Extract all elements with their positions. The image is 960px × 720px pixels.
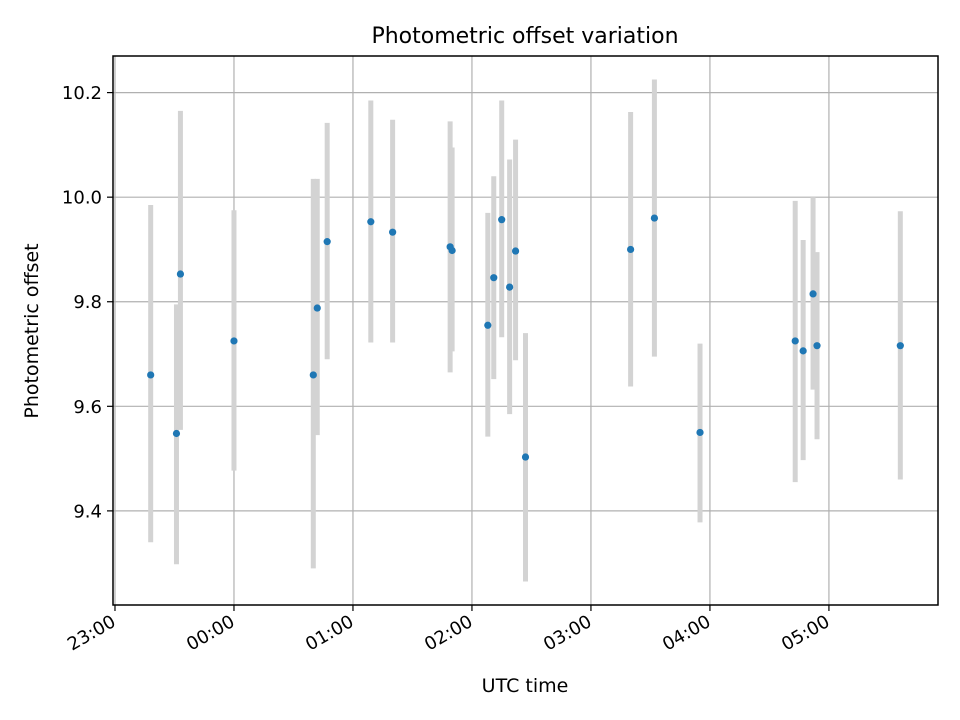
data-point	[498, 216, 506, 224]
data-point	[896, 342, 904, 350]
data-point	[506, 283, 514, 291]
y-tick-label: 9.4	[73, 501, 102, 522]
data-point	[809, 290, 817, 298]
data-point	[448, 246, 456, 255]
data-point	[696, 428, 704, 437]
x-axis-label: UTC time	[482, 675, 569, 697]
data-point	[147, 371, 155, 379]
data-point	[309, 371, 317, 379]
y-axis-ticks: 9.4 9.6 9.8 10.0 10.2	[62, 83, 113, 522]
chart-title: Photometric offset variation	[371, 24, 678, 49]
data-point	[484, 321, 492, 329]
data-point	[313, 304, 321, 312]
y-tick-label: 9.6	[73, 397, 102, 418]
data-point	[389, 228, 397, 236]
y-tick-label: 10.2	[62, 83, 102, 104]
data-point	[172, 429, 181, 438]
data-point	[813, 342, 821, 350]
data-point	[176, 270, 185, 278]
data-point	[521, 453, 530, 461]
data-point	[791, 337, 799, 345]
data-points	[147, 214, 904, 461]
data-point	[511, 247, 520, 255]
y-tick-label: 9.8	[73, 292, 102, 313]
y-axis-label: Photometric offset	[21, 243, 43, 418]
data-point	[490, 274, 498, 282]
data-point	[799, 347, 807, 355]
y-tick-label: 10.0	[62, 188, 102, 209]
data-point	[367, 218, 375, 226]
data-point	[323, 238, 331, 246]
data-point	[627, 245, 635, 254]
plot-area-frame	[112, 55, 939, 606]
data-point	[650, 214, 659, 222]
data-point	[230, 337, 238, 345]
